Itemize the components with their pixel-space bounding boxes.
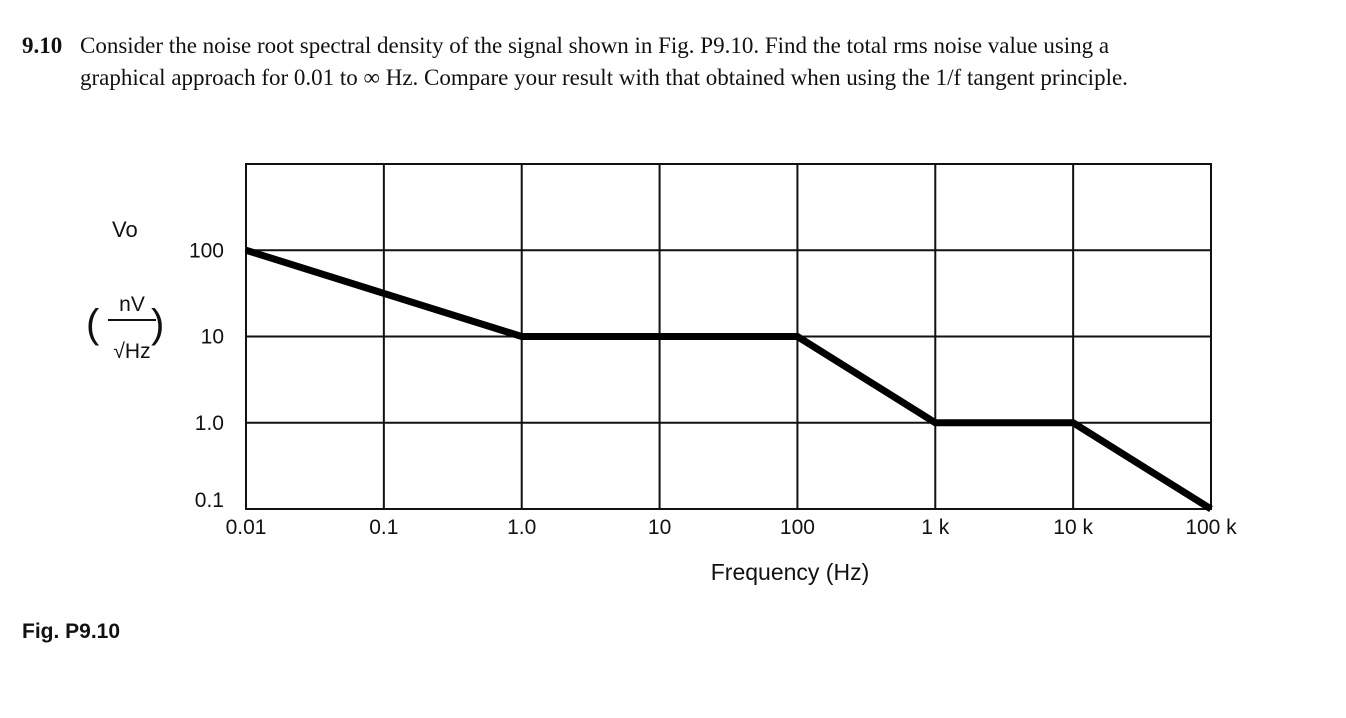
x-tick-label: 10 — [648, 516, 671, 539]
y-axis-symbol: Vo — [112, 217, 138, 242]
y-tick-label: 10 — [201, 326, 224, 349]
y-axis-unit-left-paren: ( — [86, 302, 100, 346]
x-tick-label: 0.01 — [226, 516, 267, 539]
problem-statement: 9.10 Consider the noise root spectral den… — [22, 30, 1332, 94]
x-tick-label: 0.1 — [369, 516, 398, 539]
y-axis-unit-numerator: nV — [119, 293, 145, 316]
x-tick-label: 100 — [780, 516, 815, 539]
problem-text-line-2: graphical approach for 0.01 to ∞ Hz. Com… — [80, 65, 1128, 90]
x-axis-title: Frequency (Hz) — [711, 559, 869, 585]
y-axis-label-group: Vo nV √Hz ( ) — [86, 217, 164, 363]
y-tick-label: 1.0 — [195, 412, 224, 435]
x-tick-label: 100 k — [1185, 516, 1237, 539]
figure-caption: Fig. P9.10 — [22, 620, 121, 643]
problem-number: 9.10 — [22, 33, 63, 58]
y-axis-unit-denominator: √Hz — [113, 340, 150, 363]
x-tick-label: 1 k — [921, 516, 950, 539]
y-axis-unit-right-paren: ) — [151, 302, 164, 346]
x-tick-label: 10 k — [1053, 516, 1093, 539]
problem-text-line-1: Consider the noise root spectral density… — [80, 33, 1110, 58]
noise-density-series-line — [244, 246, 1213, 512]
x-tick-label: 1.0 — [507, 516, 536, 539]
y-tick-label: 0.1 — [195, 489, 224, 512]
y-tick-label: 100 — [189, 239, 224, 262]
